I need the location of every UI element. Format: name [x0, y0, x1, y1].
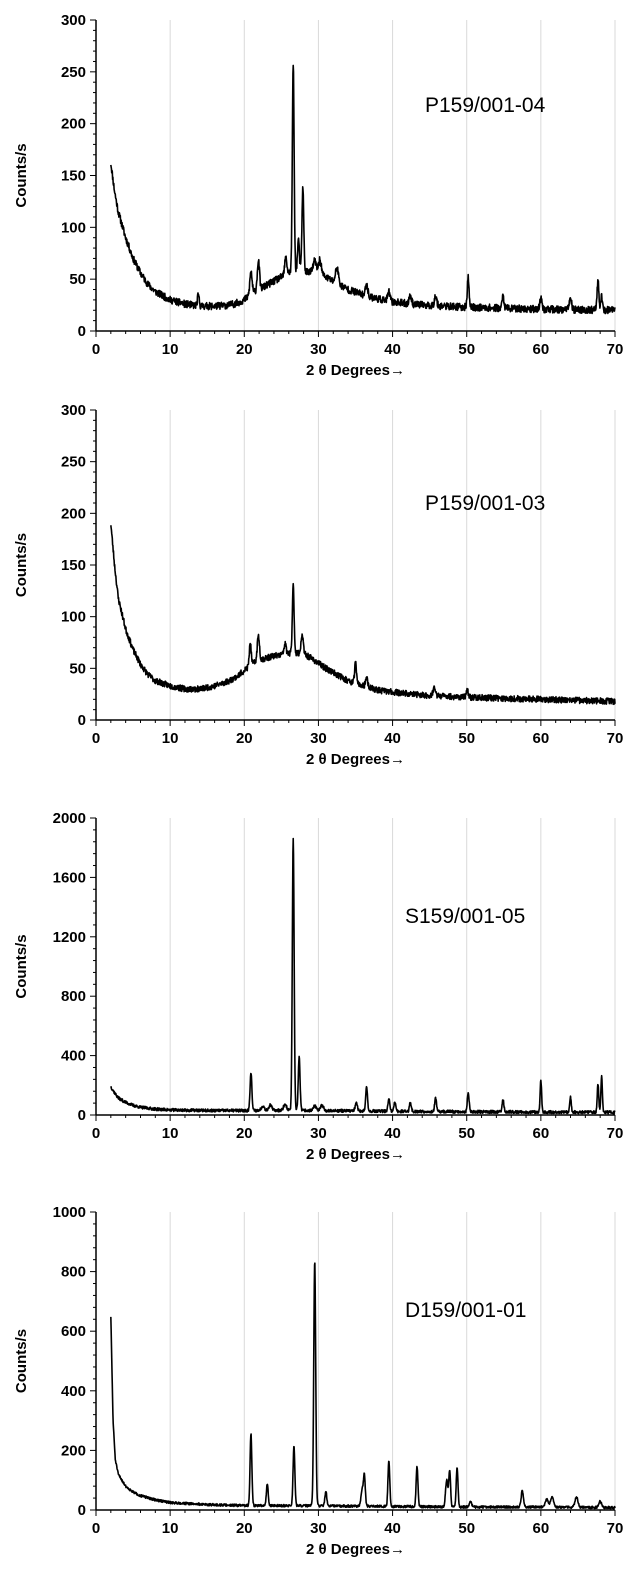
- sample-label: P159/001-03: [425, 492, 545, 515]
- x-tick-label: 0: [92, 730, 100, 747]
- chart-panel: 0 200 400 600 800 1000 0 10 20 30 40 50 60 70 2 θ Degr…: [13, 1204, 623, 1558]
- y-tick-label: 1600: [53, 869, 86, 886]
- x-tick-label: 70: [607, 730, 624, 747]
- diffraction-line: [110, 1262, 616, 1510]
- x-tick-label: 10: [162, 730, 179, 747]
- y-tick-label: 800: [61, 988, 86, 1005]
- x-tick-label: 10: [162, 1125, 179, 1142]
- x-tick-label: 60: [533, 730, 550, 747]
- x-tick-label: 10: [162, 1520, 179, 1537]
- y-tick-label: 150: [61, 557, 86, 574]
- y-tick-label: 200: [61, 1442, 86, 1459]
- x-tick-label: 70: [607, 341, 624, 358]
- y-tick-label: 250: [61, 64, 86, 81]
- x-axis-title: 2 θ Degrees→: [306, 1146, 405, 1163]
- x-tick-label: 10: [162, 341, 179, 358]
- sample-label: S159/001-05: [405, 905, 525, 928]
- x-tick-label: 40: [384, 1520, 401, 1537]
- x-tick-label: 30: [310, 1520, 327, 1537]
- y-tick-label: 300: [61, 12, 86, 29]
- x-tick-label: 30: [310, 730, 327, 747]
- x-tick-label: 40: [384, 730, 401, 747]
- y-tick-label: 600: [61, 1323, 86, 1340]
- x-tick-label: 20: [236, 1520, 253, 1537]
- y-tick-label: 300: [61, 402, 86, 419]
- x-tick-label: 50: [458, 341, 475, 358]
- x-tick-label: 40: [384, 1125, 401, 1142]
- y-tick-label: 0: [78, 323, 86, 340]
- x-tick-label: 60: [533, 1520, 550, 1537]
- y-tick-label: 200: [61, 505, 86, 522]
- y-tick-label: 100: [61, 609, 86, 626]
- y-tick-label: 0: [78, 1107, 86, 1124]
- x-tick-label: 20: [236, 341, 253, 358]
- y-tick-label: 50: [69, 271, 86, 288]
- y-tick-label: 400: [61, 1383, 86, 1400]
- x-tick-label: 70: [607, 1125, 624, 1142]
- x-tick-label: 30: [310, 1125, 327, 1142]
- chart-panel: 0 50 100 150 200 250 300 0 10 20 30 40 50 60 70 2 θ Deg…: [13, 402, 623, 768]
- x-tick-label: 50: [458, 730, 475, 747]
- diffraction-line: [110, 64, 616, 315]
- y-tick-label: 150: [61, 168, 86, 185]
- y-tick-label: 400: [61, 1048, 86, 1065]
- x-tick-label: 20: [236, 1125, 253, 1142]
- x-tick-label: 50: [458, 1520, 475, 1537]
- x-tick-label: 60: [533, 1125, 550, 1142]
- x-axis-title: 2 θ Degrees→: [306, 751, 405, 768]
- x-tick-label: 0: [92, 1125, 100, 1142]
- x-tick-label: 60: [533, 341, 550, 358]
- sample-label: P159/001-04: [425, 94, 546, 117]
- x-tick-label: 40: [384, 341, 401, 358]
- diffraction-line: [110, 837, 616, 1115]
- x-axis-title: 2 θ Degrees→: [306, 362, 405, 379]
- y-tick-label: 0: [78, 712, 86, 729]
- sample-label: D159/001-01: [405, 1299, 526, 1322]
- y-axis-title: Counts/s: [13, 1329, 30, 1393]
- x-tick-label: 0: [92, 1520, 100, 1537]
- x-tick-label: 30: [310, 341, 327, 358]
- x-tick-label: 0: [92, 341, 100, 358]
- y-axis-title: Counts/s: [13, 934, 30, 998]
- x-tick-label: 50: [458, 1125, 475, 1142]
- y-axis-title: Counts/s: [13, 143, 30, 207]
- chart-panel: 0 400 800 1200 1600 2000 0 10 20 30 40 50 60 70 2 θ De…: [13, 810, 623, 1163]
- y-tick-label: 200: [61, 116, 86, 133]
- y-axis-title: Counts/s: [13, 533, 30, 597]
- y-tick-label: 800: [61, 1264, 86, 1281]
- y-tick-label: 1000: [53, 1204, 86, 1221]
- chart-panel: 0 50 100 150 200 250 300 0 10 20 30 40 50 60 70 2 θ Deg…: [13, 12, 623, 379]
- x-tick-label: 20: [236, 730, 253, 747]
- diffraction-line: [110, 525, 616, 706]
- x-axis-title: 2 θ Degrees→: [306, 1541, 405, 1558]
- y-tick-label: 2000: [53, 810, 86, 827]
- y-tick-label: 0: [78, 1502, 86, 1519]
- x-tick-label: 70: [607, 1520, 624, 1537]
- y-tick-label: 100: [61, 219, 86, 236]
- y-tick-label: 50: [69, 660, 86, 677]
- y-tick-label: 1200: [53, 929, 86, 946]
- y-tick-label: 250: [61, 454, 86, 471]
